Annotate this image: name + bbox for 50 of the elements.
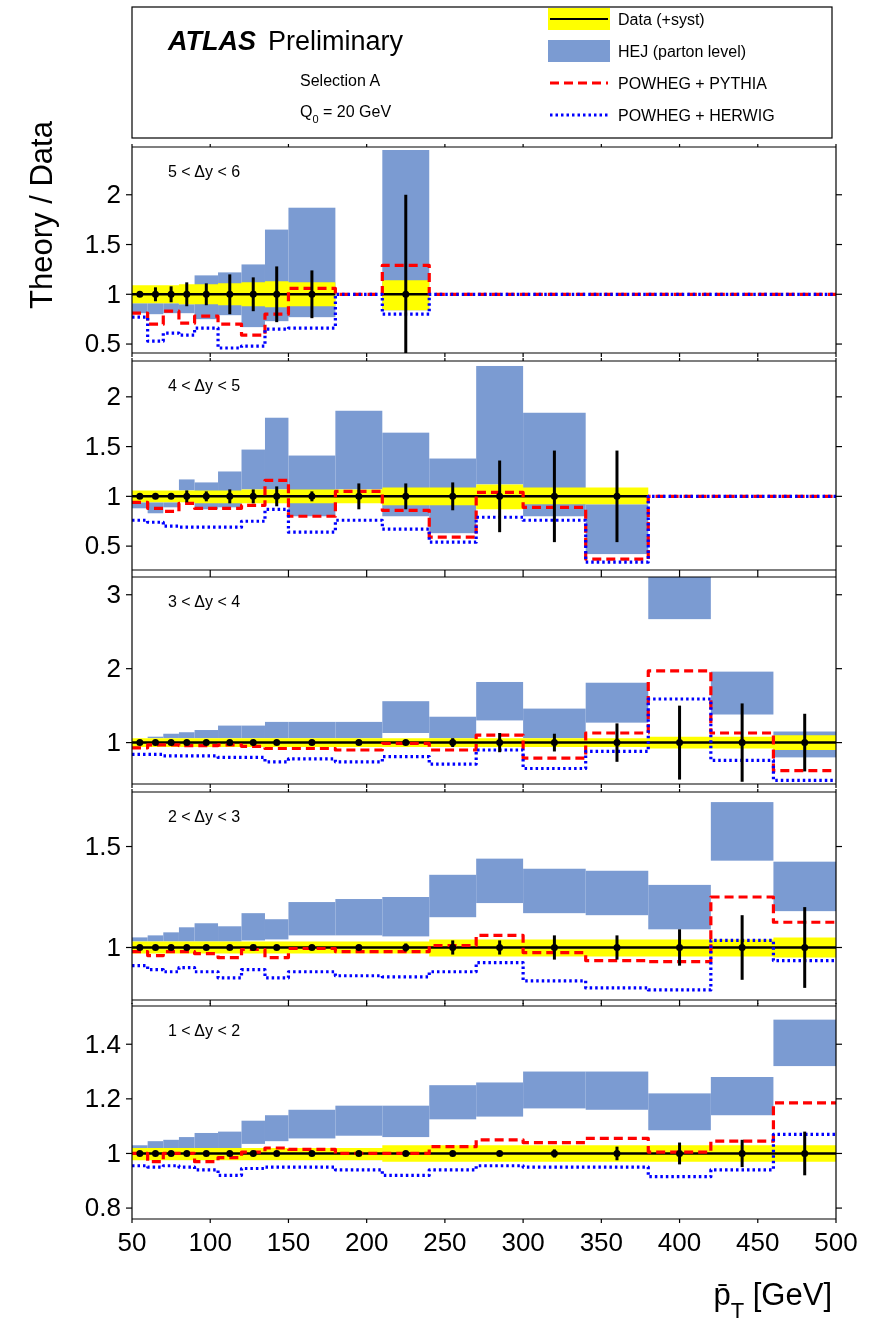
line-series: [132, 292, 836, 350]
y-tick-label: 1: [106, 278, 121, 309]
x-tick-label: 200: [344, 1227, 389, 1258]
line-series: [132, 895, 836, 964]
y-tick-label: 1.5: [84, 430, 121, 461]
y-tick-label: 1: [106, 1137, 121, 1168]
y-tick-label: 1.4: [84, 1028, 121, 1059]
y-tick-label: 2: [106, 652, 121, 683]
x-tick-label: 400: [657, 1227, 702, 1258]
y-tick-label: 0.5: [84, 328, 121, 359]
line-series: [132, 1132, 836, 1179]
y-tick-label: 1: [106, 931, 121, 962]
line-series: [132, 1101, 836, 1164]
line-series: [132, 263, 836, 337]
x-tick-label: 500: [814, 1227, 858, 1258]
y-tick-label: 1.5: [84, 228, 121, 259]
x-tick-label: 250: [423, 1227, 467, 1258]
annotation: 1 < Δy < 2: [168, 1022, 241, 1039]
x-tick-label: 350: [579, 1227, 624, 1258]
y-tick-label: 0.8: [84, 1192, 121, 1223]
x-tick-label: 100: [188, 1227, 232, 1258]
y-axis-title: Theory / Data: [24, 120, 59, 309]
text: Q$_{0}$ = 20 GeV: [300, 103, 392, 125]
y-tick-label: 1: [106, 480, 121, 511]
x-axis-title: p̄$_{T}$ [GeV]: [713, 1277, 832, 1323]
legend-label: Data (+syst): [618, 11, 705, 28]
annotation: 4 < Δy < 5: [168, 377, 241, 394]
annotation: 5 < Δy < 6: [168, 163, 241, 180]
y-tick-label: 0.5: [84, 530, 121, 561]
line-series: [132, 478, 836, 561]
line-series: [132, 494, 836, 564]
y-tick-label: 1: [106, 726, 121, 757]
y-tick-label: 1.5: [84, 830, 121, 861]
y-tick-label: 1.2: [84, 1083, 121, 1114]
y-tick-label: 3: [106, 579, 121, 610]
legend-label: POWHEG + PYTHIA: [618, 75, 768, 92]
chart-title: ATLAS: [167, 26, 256, 56]
x-tick-label: 150: [266, 1227, 311, 1258]
chart-subtitle: Preliminary: [268, 26, 404, 56]
x-tick-label: 300: [501, 1227, 545, 1258]
y-tick-label: 2: [106, 381, 121, 412]
text: Selection A: [300, 72, 381, 89]
annotation: 2 < Δy < 3: [168, 808, 241, 825]
line-series: [132, 938, 836, 992]
legend-label: POWHEG + HERWIG: [618, 107, 775, 124]
y-tick-label: 2: [106, 179, 121, 210]
x-tick-label: 50: [117, 1227, 147, 1258]
legend-label: HEJ (parton level): [618, 43, 747, 60]
x-tick-label: 450: [736, 1227, 780, 1258]
annotation: 3 < Δy < 4: [168, 593, 241, 610]
